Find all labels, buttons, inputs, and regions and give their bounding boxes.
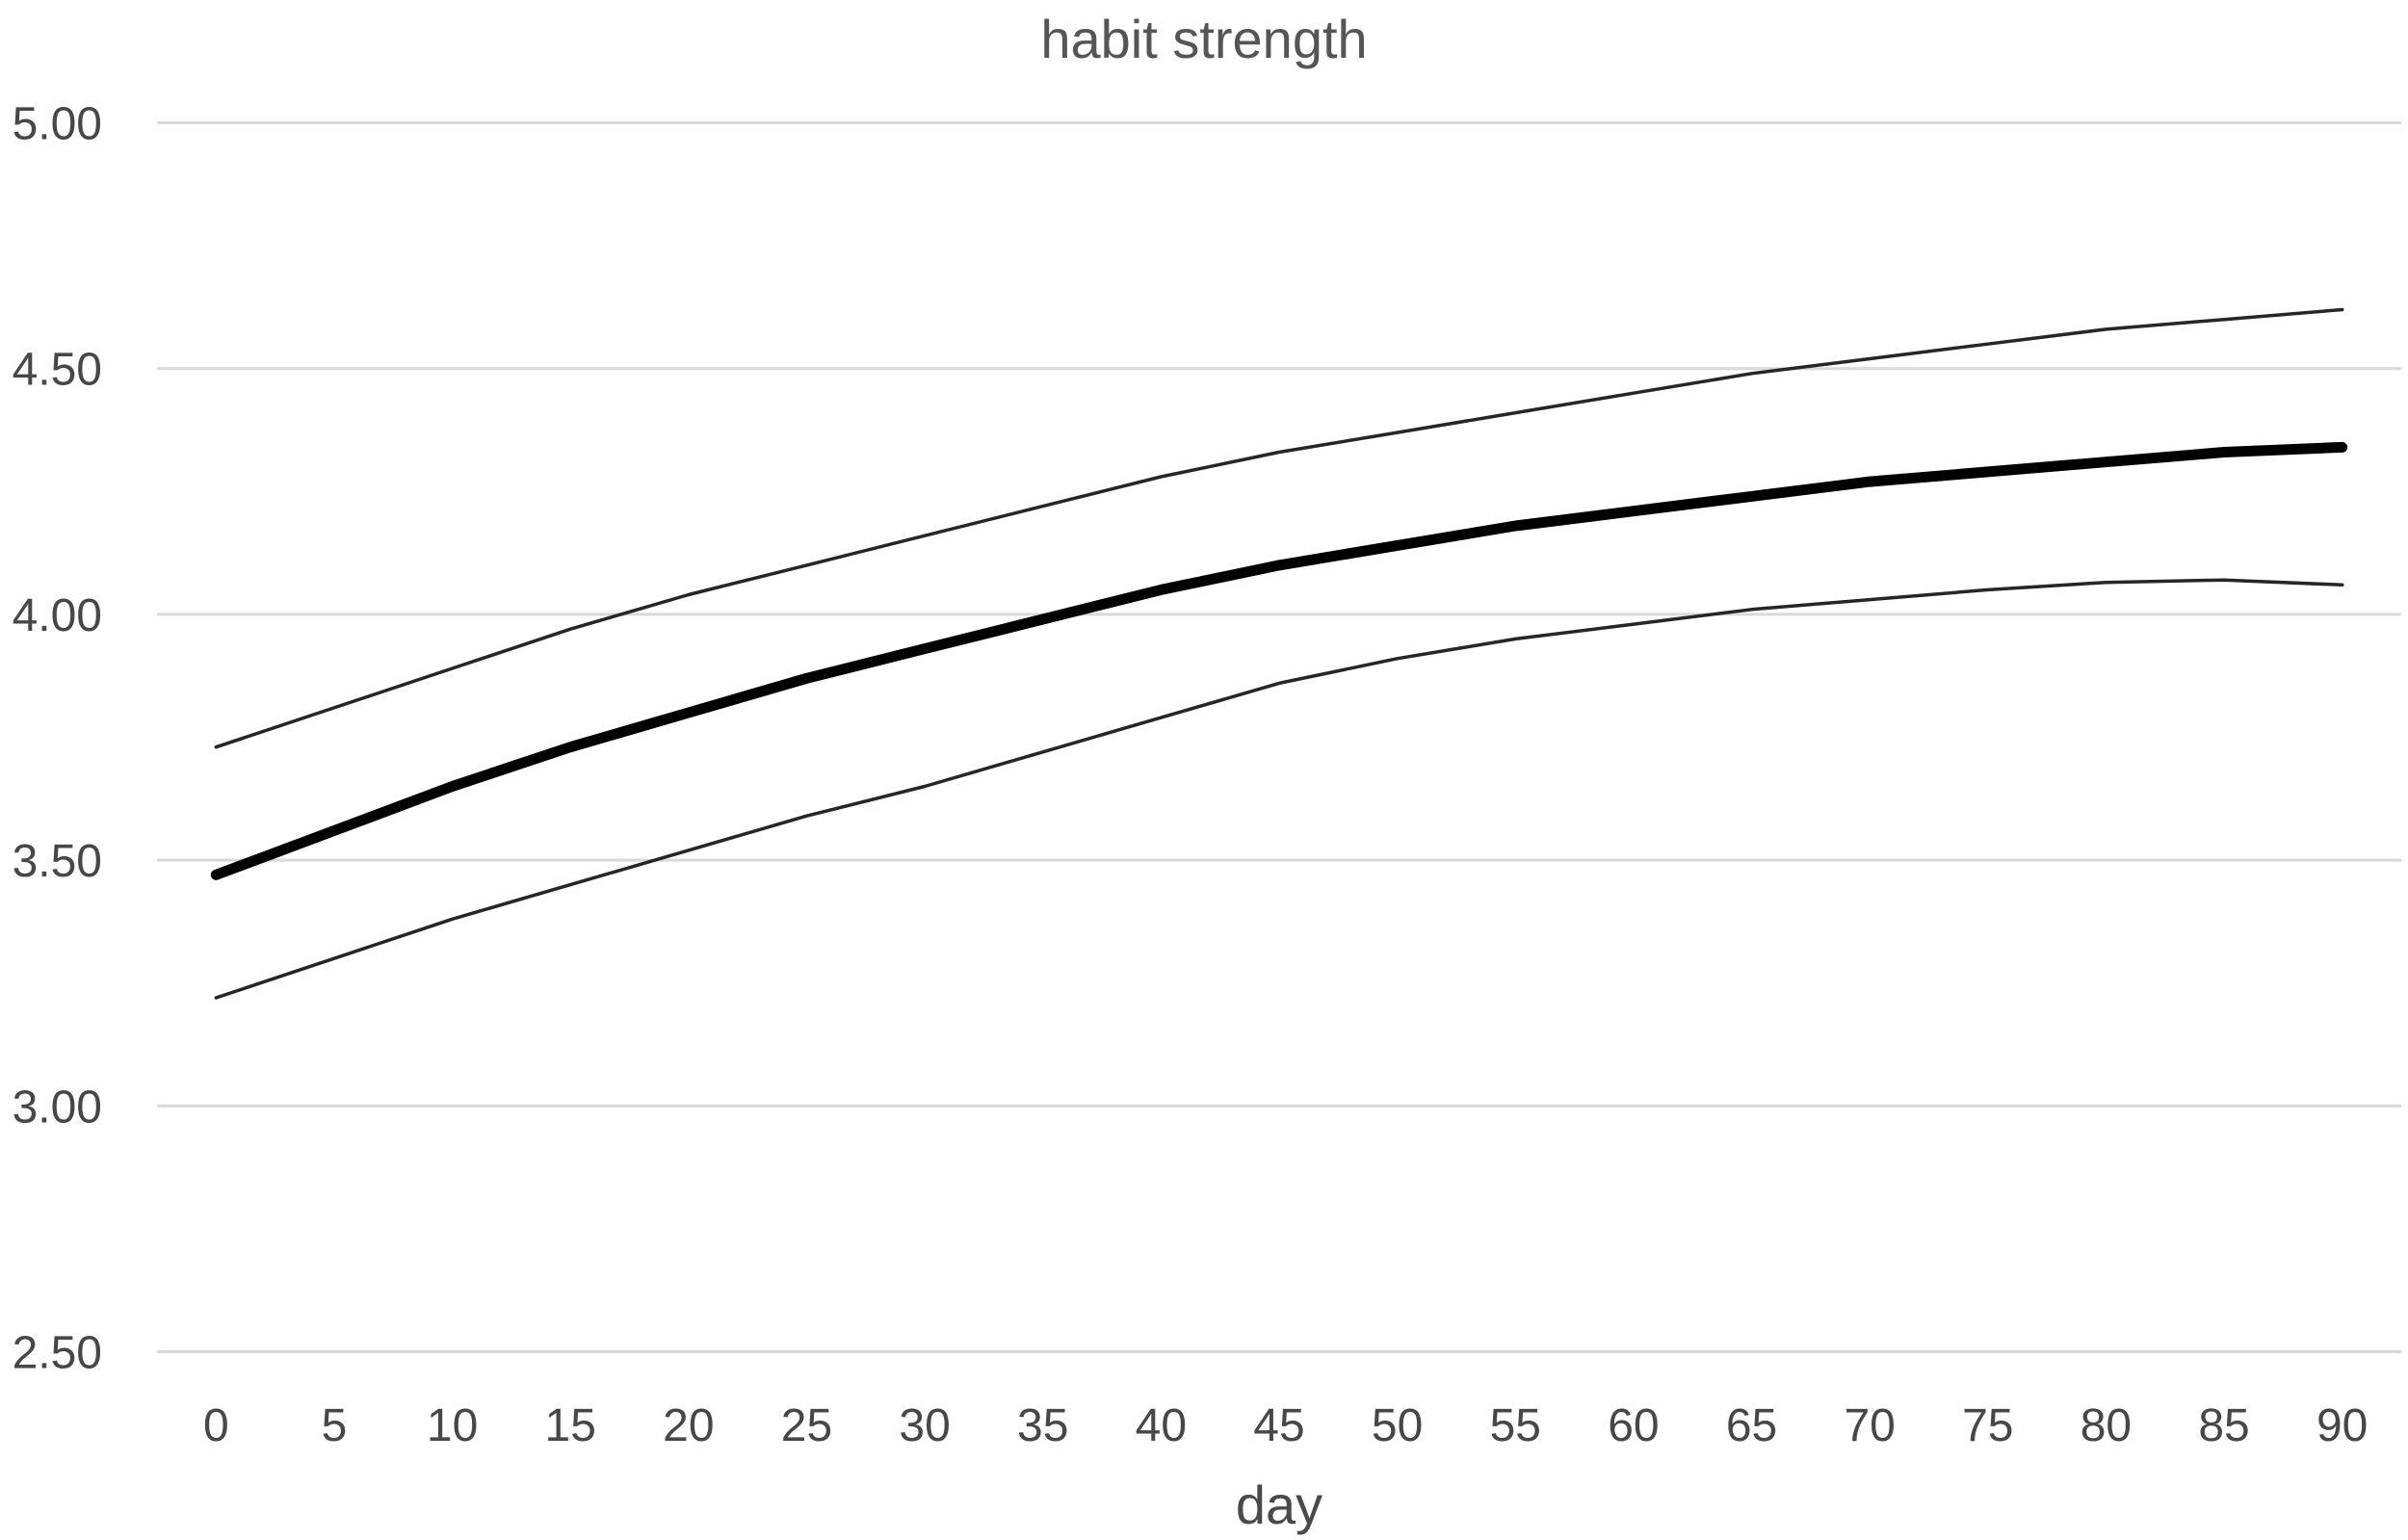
- x-tick-label: 0: [203, 1400, 229, 1451]
- series-line-upper: [214, 307, 2344, 749]
- data-series: [210, 307, 2348, 1000]
- x-tick-label: 85: [2198, 1400, 2249, 1451]
- y-tick-label: 3.50: [13, 836, 102, 887]
- y-axis-tick-labels: 5.00 4.50 4.00 3.50 3.00 2.50: [13, 99, 102, 1379]
- x-tick-label: 55: [1490, 1400, 1541, 1451]
- x-tick-label: 20: [663, 1400, 714, 1451]
- x-tick-label: 10: [427, 1400, 478, 1451]
- series-line-main: [210, 441, 2348, 880]
- series-line-lower: [214, 578, 2344, 1000]
- x-tick-label: 45: [1253, 1400, 1304, 1451]
- y-tick-label: 3.00: [13, 1082, 102, 1133]
- x-axis-title: day: [1236, 1475, 1322, 1535]
- y-tick-label: 2.50: [13, 1328, 102, 1379]
- x-tick-label: 60: [1608, 1400, 1659, 1451]
- x-tick-label: 50: [1372, 1400, 1423, 1451]
- gridlines: [157, 121, 2401, 1353]
- y-tick-label: 4.50: [13, 345, 102, 396]
- x-tick-label: 80: [2081, 1400, 2132, 1451]
- x-tick-label: 25: [781, 1400, 832, 1451]
- y-tick-label: 5.00: [13, 99, 102, 150]
- x-tick-label: 30: [899, 1400, 950, 1451]
- x-tick-label: 65: [1726, 1400, 1777, 1451]
- x-tick-label: 15: [545, 1400, 596, 1451]
- x-axis-tick-labels: 0 5 10 15 20 25 30 35 40 45 50 55 60 65 70 75 80 85 90: [203, 1400, 2368, 1451]
- x-tick-label: 75: [1962, 1400, 2013, 1451]
- x-tick-label: 5: [322, 1400, 348, 1451]
- x-tick-label: 35: [1017, 1400, 1068, 1451]
- x-tick-label: 70: [1844, 1400, 1895, 1451]
- y-tick-label: 4.00: [13, 590, 102, 641]
- x-tick-label: 90: [2316, 1400, 2368, 1451]
- chart-title: habit strength: [1040, 9, 1367, 69]
- x-tick-label: 40: [1136, 1400, 1187, 1451]
